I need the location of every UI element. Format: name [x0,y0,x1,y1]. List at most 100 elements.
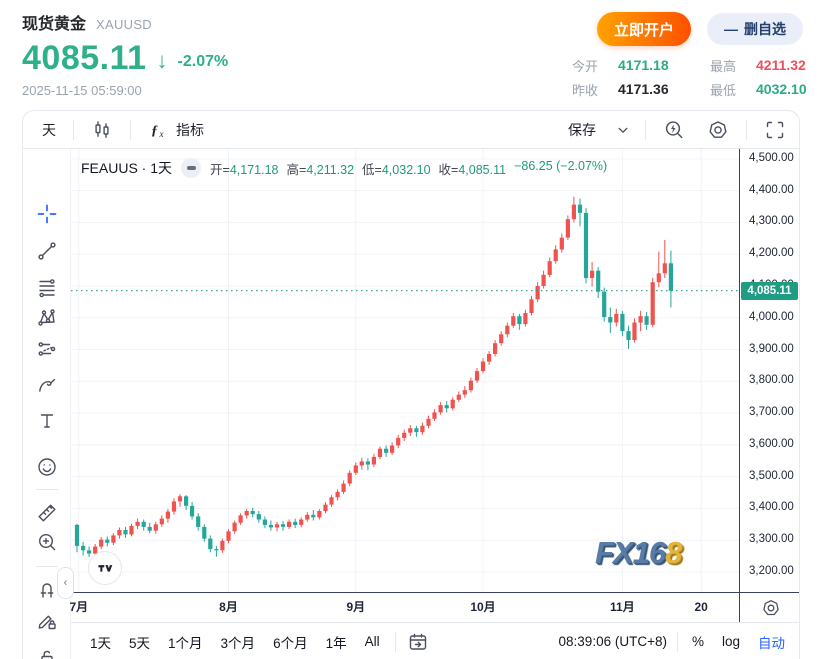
low-label: 最低 [710,82,737,98]
indicators-label: 指标 [176,121,204,138]
save-button[interactable]: 保存 [563,117,601,143]
instrument-title: 现货黄金 [22,16,87,33]
quote-summary: 现货黄金 XAUUSD 4085.11 ↓ -2.07% 2025-11-15 … [22,10,228,98]
price-tick-label: 3,900.00 [749,342,794,355]
prev-close-value: 4171.36 [618,81,669,97]
tools-divider [36,566,58,567]
chevron-down-icon[interactable] [613,120,633,140]
tool-drawing-lock-icon[interactable] [34,608,60,634]
go-to-date-icon[interactable] [402,628,434,656]
tools-divider [36,489,58,490]
remove-watchlist-label: 删自选 [744,21,786,37]
time-axis-border [71,592,799,593]
legend-change: −86.25 (−2.07%) [514,158,608,173]
bottom-divider [676,631,678,652]
clock-utc[interactable]: 08:39:06 (UTC+8) [558,634,667,649]
instrument-symbol: XAUUSD [96,17,152,32]
bottom-bar: 1天 5天 1个月 3个月 6个月 1年 All 08:39:06 (UTC+8) % lo… [71,622,799,659]
tradingview-logo[interactable] [88,551,122,585]
open-account-label: 立即开户 [613,21,674,39]
price-tick-label: 4,000.00 [749,310,794,323]
tool-brush-icon[interactable] [34,372,60,398]
settings-icon[interactable] [702,116,734,144]
legend-high-value: 4,211.32 [306,162,355,177]
tool-ruler-icon[interactable] [34,500,60,526]
last-price: 4085.11 [22,39,147,77]
time-tick-label: 20 [694,600,708,614]
toolbar-divider [73,119,74,140]
candlestick-style-icon [91,119,113,141]
collapse-toolbar-tab[interactable]: ‹ [57,567,74,599]
fullscreen-icon[interactable] [759,116,791,144]
prev-close-label: 昨收 [572,82,599,98]
time-axis[interactable]: 7月 8月 9月 10月 11月 20 [69,593,739,622]
range-button-1年[interactable]: 1年 [325,635,347,651]
legend-symbol[interactable]: FEAUUS · 1天 [81,160,173,176]
range-selector: 1天 5天 1个月 3个月 6个月 1年 All [71,628,387,656]
bottom-divider [394,631,396,652]
high-label: 最高 [710,58,737,74]
interval-button[interactable]: 天 [37,117,61,143]
remove-watchlist-button[interactable]: — 删自选 [707,13,803,45]
tool-crosshair-icon[interactable] [34,201,60,227]
price-tick-label: 4,500.00 [749,151,794,164]
quote-timestamp: 2025-11-15 05:59:00 [22,83,142,98]
tool-magnet-icon[interactable] [34,576,60,602]
time-tick-label: 9月 [346,600,366,614]
toolbar-divider [130,119,131,140]
tool-emoji-icon[interactable] [34,454,60,480]
time-tick-label: 11月 [610,600,635,614]
time-tick-label: 7月 [69,600,89,614]
open-account-button[interactable]: 立即开户 [597,12,691,46]
range-button-1个月[interactable]: 1个月 [168,635,203,651]
range-button-6个月[interactable]: 6个月 [273,635,308,651]
time-tick-label: 8月 [219,600,238,614]
toolbar-divider [746,119,747,140]
price-tick-label: 3,800.00 [749,374,794,387]
tool-lock-icon[interactable] [34,645,60,659]
legend-hide-icon[interactable] [181,158,202,178]
percent-scale-button[interactable]: % [691,634,704,649]
price-tick-label: 4,400.00 [749,183,794,196]
quick-search-icon[interactable] [658,116,690,144]
range-button-3个月[interactable]: 3个月 [220,635,256,651]
today-open-value: 4171.18 [618,57,669,73]
price-axis[interactable]: 4,085.11 3,200.00 3,300.00 3,400.00 3,500.0… [739,149,799,592]
tool-xabcd-pattern-icon[interactable] [34,305,60,331]
range-button-5天[interactable]: 5天 [129,635,151,651]
range-button-1天[interactable]: 1天 [90,635,112,651]
svg-text:ƒ: ƒ [151,123,158,138]
chart-style-button[interactable] [86,116,118,144]
legend-open-value: 4,171.18 [229,162,279,177]
axis-settings-icon[interactable] [761,598,781,618]
price-tick-label: 3,600.00 [749,437,794,450]
auto-scale-button[interactable]: 自动 [758,635,785,651]
legend-low-value: 4,032.10 [381,162,431,177]
price-tick-label: 3,400.00 [749,501,794,514]
chart-plot-area[interactable]: FEAUUS · 1天 开=4,171.18 高=4,211.32 低=4,03… [71,149,739,592]
save-label: 保存 [568,121,596,138]
price-tick-label: 3,700.00 [749,406,794,419]
legend-close-label: 收= [438,162,459,177]
log-scale-button[interactable]: log [721,634,740,649]
tool-zoom-in-icon[interactable] [34,529,60,555]
price-tick-label: 3,200.00 [749,565,794,577]
tool-text-icon[interactable] [34,408,60,434]
quote-stats: 今开 4171.18 最高 4211.32 昨收 4171.36 最低 4032… [572,53,822,101]
range-button-All[interactable]: All [364,634,380,649]
interval-label: 天 [42,121,56,138]
tool-projection-icon[interactable] [34,336,60,362]
price-tick-label: 4,200.00 [749,247,794,260]
price-tick-label: 4,300.00 [749,215,794,228]
tool-fib-retracement-icon[interactable] [34,274,60,300]
legend-high-label: 高= [286,162,307,177]
change-percent: -2.07% [177,53,229,70]
tool-trend-line-icon[interactable] [34,238,60,264]
fx168-accent: 8 [665,535,682,570]
high-value: 4211.32 [756,57,806,73]
